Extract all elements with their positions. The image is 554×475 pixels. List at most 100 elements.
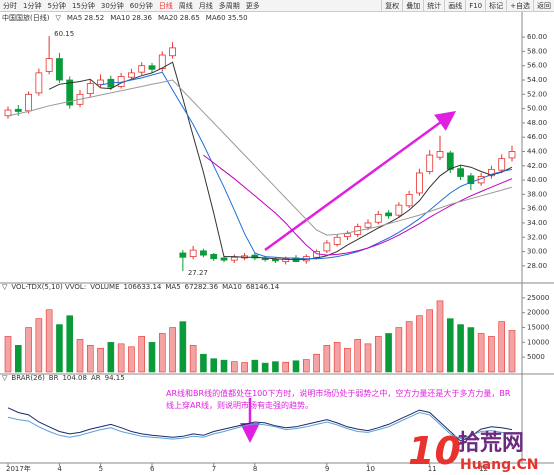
- toolbar-button[interactable]: 1分钟: [23, 2, 42, 10]
- candle-body: [97, 79, 104, 85]
- volume-bar: [107, 342, 115, 373]
- legend-name: BR: [49, 374, 59, 382]
- toolbar-button[interactable]: 周线: [178, 2, 193, 10]
- volume-bar: [354, 339, 362, 373]
- candle-body: [405, 193, 413, 207]
- volume-bar: [241, 362, 248, 373]
- candle-body: [385, 212, 392, 217]
- x-tick-label: 11: [428, 465, 437, 473]
- volume-bar: [436, 300, 444, 373]
- candle-body: [333, 236, 341, 245]
- toolbar-button[interactable]: 叠加: [402, 0, 423, 11]
- volume-bar: [292, 360, 300, 373]
- toolbar-button[interactable]: 日线: [158, 2, 173, 10]
- candle-body: [416, 172, 423, 194]
- volume-bar: [210, 358, 218, 373]
- legend-name: MA5: [165, 283, 180, 291]
- volume-bar: [477, 333, 485, 373]
- y-tick-label: 30.00: [527, 248, 547, 256]
- toolbar-button[interactable]: 多周期: [218, 2, 240, 10]
- volume-bar: [344, 347, 351, 373]
- volume-bar: [66, 315, 74, 373]
- toolbar-button[interactable]: 15分钟: [71, 2, 95, 10]
- legend-value: 68146.14: [246, 283, 280, 291]
- volume-bar: [395, 327, 403, 373]
- y-tick-label: 46.00: [527, 133, 547, 141]
- volume-bar: [488, 336, 495, 373]
- volume-bar: [457, 324, 464, 373]
- legend-name: MA60: [206, 14, 226, 22]
- y-tick-label: 58.00: [527, 47, 547, 55]
- candle-body: [14, 108, 22, 112]
- x-tick-label: 12: [479, 465, 488, 473]
- chart-title: BRAR(26): [11, 374, 45, 382]
- volume-bar: [86, 345, 94, 373]
- legend-name: VOLUME: [90, 283, 119, 291]
- candle-body: [56, 58, 63, 81]
- legend-value: 67282.36: [185, 283, 219, 291]
- volume-bar: [200, 353, 207, 373]
- toolbar-button[interactable]: 分时: [3, 2, 17, 10]
- y-tick-label: 54.00: [527, 76, 547, 84]
- legend-value: 104.08: [62, 374, 87, 382]
- watermark: 10 拾荒网 Huang.CN: [408, 430, 554, 475]
- toolbar-button[interactable]: F10: [465, 0, 485, 11]
- note: AR线和BR线的值都处在100下方时，说明市场仍处于弱势之中，空方力量还是大于多…: [166, 389, 511, 410]
- indicator-marker: ▽: [2, 283, 8, 291]
- candle-body: [261, 258, 269, 261]
- y-tick-label: 28.00: [527, 262, 547, 270]
- candle-body: [25, 93, 32, 112]
- candle-body: [467, 175, 475, 185]
- candle-body: [344, 233, 351, 237]
- toolbar-button[interactable]: 统计: [423, 0, 444, 11]
- line: [7, 407, 513, 442]
- y-tick-label: 60.00: [527, 33, 547, 41]
- legend-value: 94.15: [105, 374, 125, 382]
- line: [203, 154, 513, 256]
- candle-body: [426, 154, 434, 172]
- y-tick-label: 50.00: [527, 105, 547, 113]
- toolbar-button[interactable]: 画线: [444, 0, 465, 11]
- candle-body: [488, 168, 495, 177]
- toolbar-button[interactable]: 5分钟: [47, 2, 66, 10]
- toolbar-button[interactable]: 60分钟: [129, 2, 153, 10]
- toolbar-button[interactable]: 30分钟: [100, 2, 124, 10]
- toolbar-button[interactable]: 返回: [533, 0, 554, 11]
- toolbar-button[interactable]: 月线: [198, 2, 213, 10]
- legend-name: MA10: [222, 283, 242, 291]
- volume-bar: [158, 333, 166, 373]
- candle-body: [282, 258, 290, 262]
- volume-bar: [128, 346, 135, 373]
- toolbar-button[interactable]: 标记: [485, 0, 506, 11]
- legend-value: 28.52: [84, 14, 104, 22]
- toolbar-button[interactable]: 更多: [245, 2, 260, 10]
- x-tick-label: 5: [99, 465, 103, 473]
- y-tick-label: 32.00: [527, 233, 547, 241]
- volume-bar: [467, 327, 475, 373]
- chart-title: 中国国旅(日线): [2, 13, 50, 22]
- x-tick-label: 10: [366, 465, 375, 473]
- volume-bar: [35, 318, 43, 373]
- y-tick-label: 42.00: [527, 162, 547, 170]
- y-tick-label: 38.00: [527, 190, 547, 198]
- x-tick-label: 7: [212, 465, 216, 473]
- toolbar-button[interactable]: +自选: [506, 0, 533, 11]
- volume-bar: [323, 345, 331, 373]
- volume-bar: [251, 359, 259, 373]
- y-tick-label: 5000: [527, 353, 545, 361]
- chart-title: VOL-TDX(5,10) VVOL:: [11, 283, 86, 291]
- volume-bar: [261, 362, 269, 373]
- toolbar-button[interactable]: 复权: [381, 0, 402, 11]
- x-tick-label: 2017年: [6, 464, 31, 473]
- x-tick-label: 8: [253, 465, 257, 473]
- x-tick-label: 4: [57, 465, 62, 473]
- volume-bar: [45, 309, 53, 373]
- legend-name: MA20: [158, 14, 178, 22]
- candle-body: [138, 65, 146, 73]
- volume-bar: [189, 345, 197, 373]
- line: [7, 411, 513, 440]
- watermark-name: 拾荒网: [458, 431, 525, 456]
- volume-bar: [333, 342, 341, 373]
- legend-value: 28.65: [180, 14, 200, 22]
